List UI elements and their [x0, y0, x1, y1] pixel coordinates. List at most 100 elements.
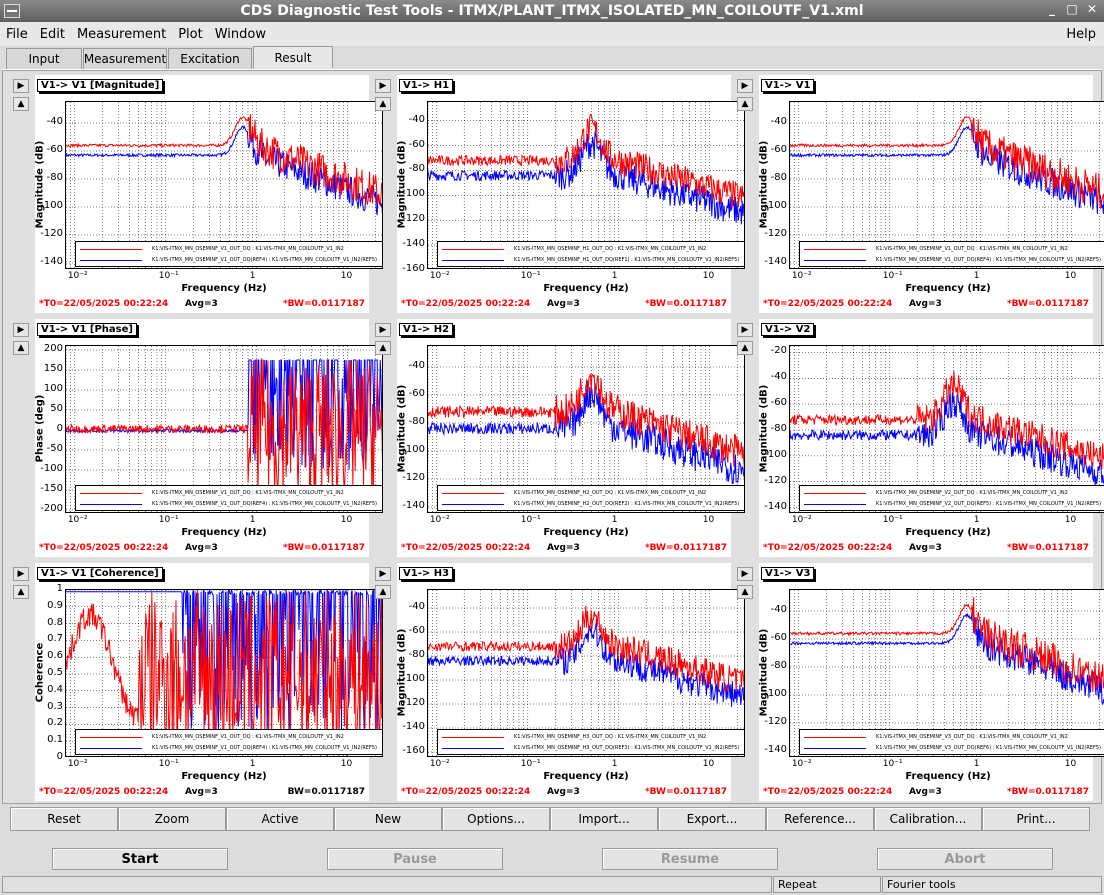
x-axis-label: Frequency (Hz): [543, 771, 629, 782]
pad-expand-icon[interactable]: ▶: [737, 79, 753, 93]
pad-up-icon[interactable]: ▲: [13, 97, 29, 111]
export-button[interactable]: Export...: [658, 807, 766, 831]
menu-plot[interactable]: Plot: [178, 26, 203, 42]
y-tick-label: -140: [764, 500, 787, 512]
y-tick-label: -150: [40, 483, 63, 494]
plot-info-t0: *T0=22/05/2025 00:22:24: [763, 787, 893, 797]
plot-info-avg: Avg=3: [547, 299, 580, 309]
print-button[interactable]: Print...: [982, 807, 1090, 831]
pad-expand-icon[interactable]: ▶: [375, 567, 391, 581]
pad-expand-icon[interactable]: ▶: [375, 79, 391, 93]
import-button[interactable]: Import...: [550, 807, 658, 831]
pad-expand-icon[interactable]: ▶: [13, 79, 29, 93]
pad-expand-icon[interactable]: ▶: [375, 323, 391, 337]
calibration-button[interactable]: Calibration...: [874, 807, 982, 831]
x-tick-label: 10⁻¹: [520, 759, 541, 769]
plot-legend: K1:VIS-ITMX_MN_OSEMINF_V1_OUT_DQ : K1:VI…: [75, 729, 383, 755]
legend-swatch: [804, 747, 866, 749]
pad-up-icon[interactable]: ▲: [737, 341, 753, 355]
tab-measurement[interactable]: Measurement: [83, 48, 167, 69]
x-tick-label: 1: [249, 271, 256, 281]
tab-excitation[interactable]: Excitation: [168, 48, 252, 69]
legend-swatch: [804, 248, 866, 250]
legend-label: K1:VIS-ITMX_MN_OSEMINF_V1_OUT_DQ(REF4) :…: [152, 501, 377, 507]
options-button[interactable]: Options...: [442, 807, 550, 831]
y-tick-label: -40: [770, 116, 787, 127]
new-button[interactable]: New: [334, 807, 442, 831]
menu-window[interactable]: Window: [214, 26, 266, 42]
pad-expand-icon[interactable]: ▶: [737, 567, 753, 581]
window-menu-icon[interactable]: [4, 4, 20, 18]
status-repeat: Repeat: [773, 876, 881, 893]
reference-button[interactable]: Reference...: [766, 807, 874, 831]
legend-entry: K1:VIS-ITMX_MN_OSEMINF_V1_OUT_DQ(REF4) :…: [804, 255, 1101, 265]
start-button[interactable]: Start: [52, 848, 228, 870]
plot-pad[interactable]: V1-> V1 [Phase] K1:VIS-ITMX_MN_OSEMINF_V1…: [35, 319, 383, 557]
legend-entry: K1:VIS-ITMX_MN_OSEMINF_H1_OUT_DQ : K1:VI…: [442, 244, 706, 254]
legend-label: K1:VIS-ITMX_MN_OSEMINF_H1_OUT_DQ : K1:VI…: [514, 246, 707, 252]
y-tick-label: -80: [770, 172, 787, 183]
tab-input[interactable]: Input: [6, 48, 82, 69]
plot-pad[interactable]: V1-> V1 [Magnitude] K1:VIS-ITMX_MN_OSEMIN…: [35, 75, 383, 313]
plot-pad[interactable]: V1-> V3 K1:VIS-ITMX_MN_OSEMINF_V3_OUT_DQ …: [759, 563, 1104, 801]
y-axis-label: Coherence: [34, 642, 46, 703]
plot-info-t0: *T0=22/05/2025 00:22:24: [401, 543, 531, 553]
y-tick-label: -80: [408, 163, 425, 175]
close-icon[interactable]: ✕: [1086, 2, 1098, 16]
legend-swatch: [804, 259, 866, 261]
y-tick-label: -100: [40, 463, 63, 474]
x-tick-label: 10: [702, 515, 715, 525]
pad-up-icon[interactable]: ▲: [375, 97, 391, 111]
y-tick-label: -40: [408, 360, 425, 371]
x-tick-label: 10: [340, 759, 353, 769]
series-red-line: [66, 590, 382, 756]
pad-up-icon[interactable]: ▲: [737, 585, 753, 599]
legend-label: K1:VIS-ITMX_MN_OSEMINF_V1_OUT_DQ : K1:VI…: [152, 490, 344, 496]
maximize-icon[interactable]: □: [1066, 2, 1078, 16]
pad-up-icon[interactable]: ▲: [13, 341, 29, 355]
series-red-line: [66, 358, 382, 502]
menu-file[interactable]: File: [6, 26, 28, 42]
menu-measurement[interactable]: Measurement: [76, 26, 167, 42]
legend-swatch: [80, 747, 142, 749]
legend-label: K1:VIS-ITMX_MN_OSEMINF_V1_OUT_DQ : K1:VI…: [876, 246, 1068, 252]
plot-pad[interactable]: V1-> H3 K1:VIS-ITMX_MN_OSEMINF_H3_OUT_DQ …: [397, 563, 745, 801]
pause-button[interactable]: Pause: [327, 848, 503, 870]
pad-up-icon[interactable]: ▲: [375, 585, 391, 599]
zoom-button[interactable]: Zoom: [118, 807, 226, 831]
x-axis-label: Frequency (Hz): [543, 527, 629, 538]
plot-legend: K1:VIS-ITMX_MN_OSEMINF_H1_OUT_DQ : K1:VI…: [437, 241, 745, 267]
pad-expand-icon[interactable]: ▶: [737, 323, 753, 337]
pad-up-icon[interactable]: ▲: [375, 341, 391, 355]
plot-pad[interactable]: V1-> V2 K1:VIS-ITMX_MN_OSEMINF_V2_OUT_DQ …: [759, 319, 1104, 557]
minimize-icon[interactable]: _: [1049, 2, 1055, 16]
pad-expand-icon[interactable]: ▶: [13, 567, 29, 581]
y-tick-label: -120: [40, 228, 63, 239]
abort-button[interactable]: Abort: [877, 848, 1053, 870]
pad-expand-icon[interactable]: ▶: [13, 323, 29, 337]
plot-pad[interactable]: V1-> H1 K1:VIS-ITMX_MN_OSEMINF_H1_OUT_DQ …: [397, 75, 745, 313]
tab-result[interactable]: Result: [253, 46, 333, 68]
plot-pad[interactable]: V1-> V1 K1:VIS-ITMX_MN_OSEMINF_V1_OUT_DQ …: [759, 75, 1104, 313]
reset-button[interactable]: Reset: [10, 807, 118, 831]
series-blue-line: [790, 608, 1104, 705]
resume-button[interactable]: Resume: [602, 848, 778, 870]
menu-edit[interactable]: Edit: [39, 26, 65, 42]
y-tick-label: -40: [770, 604, 787, 615]
pad-up-icon[interactable]: ▲: [737, 97, 753, 111]
plot-info-t0: *T0=22/05/2025 00:22:24: [39, 299, 169, 309]
menu-help[interactable]: Help: [1066, 26, 1096, 42]
y-tick-label: -60: [46, 144, 63, 155]
y-tick-label: -80: [770, 423, 787, 434]
x-tick-label: 10⁻²: [67, 759, 88, 769]
plot-title: V1-> V1 [Coherence]: [37, 567, 163, 580]
pad-up-icon[interactable]: ▲: [13, 585, 29, 599]
y-tick-label: -80: [408, 649, 425, 660]
plot-pad[interactable]: V1-> V1 [Coherence] K1:VIS-ITMX_MN_OSEMIN…: [34, 563, 383, 801]
active-button[interactable]: Active: [226, 807, 334, 831]
y-tick-label: -100: [402, 188, 425, 200]
plot-info-avg: Avg=3: [909, 299, 942, 309]
y-tick-label: -50: [46, 443, 63, 454]
plot-pad[interactable]: V1-> H2 K1:VIS-ITMX_MN_OSEMINF_H2_OUT_DQ …: [397, 319, 745, 557]
x-tick-label: 1: [973, 515, 980, 525]
